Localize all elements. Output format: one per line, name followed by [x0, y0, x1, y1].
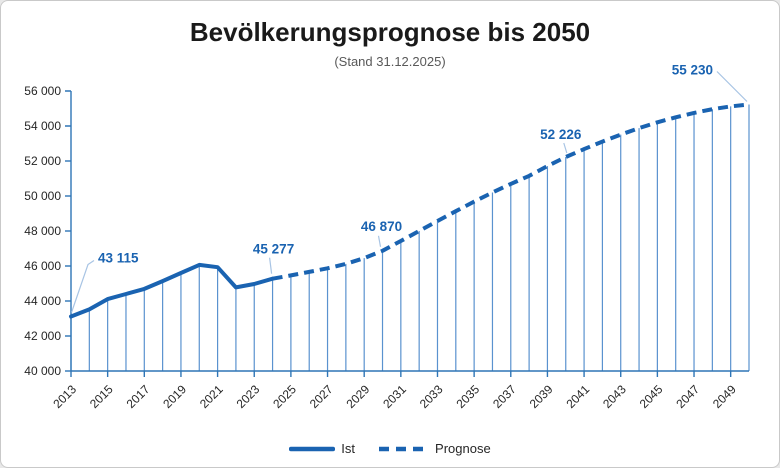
- x-tick-label: 2037: [490, 382, 519, 411]
- callout-leader-2030: [377, 235, 382, 247]
- x-tick-label: 2023: [234, 382, 263, 411]
- x-tick-label: 2021: [197, 382, 226, 411]
- data-label-2050: 55 230: [672, 62, 713, 77]
- x-tick-label: 2043: [600, 382, 629, 411]
- x-tick-label: 2041: [563, 382, 592, 411]
- y-tick-label: 54 000: [24, 119, 61, 133]
- y-tick-label: 46 000: [24, 259, 61, 273]
- drop-lines: [70, 104, 750, 371]
- callout-leader-2013: [70, 260, 95, 313]
- y-tick-label: 44 000: [24, 294, 61, 308]
- x-tick-label: 2015: [87, 382, 116, 411]
- series-line-ist: [69, 262, 275, 319]
- y-tick-label: 50 000: [24, 189, 61, 203]
- y-tick-label: 56 000: [24, 84, 61, 98]
- chart-title: Bevölkerungsprognose bis 2050: [189, 17, 591, 47]
- legend-swatch-solid-line: [289, 446, 336, 451]
- x-tick-label: 2045: [637, 382, 666, 411]
- data-label-2040: 52 226: [540, 127, 582, 142]
- x-tick-label: 2033: [417, 382, 446, 411]
- x-tick-label: 2017: [124, 382, 153, 411]
- x-tick-label: 2027: [307, 382, 336, 411]
- data-label-2024: 45 277: [253, 242, 294, 257]
- y-tick-label: 40 000: [24, 364, 61, 378]
- x-tick-label: 2049: [710, 382, 739, 411]
- data-callouts: 43 115 45 277 46 870 52 226 55 230: [70, 62, 748, 313]
- y-tick-label: 42 000: [24, 329, 61, 343]
- x-tick-label: 2019: [160, 382, 189, 411]
- legend-label-ist: Ist: [341, 441, 356, 456]
- legend-label-prognose: Prognose: [435, 441, 491, 456]
- y-tick-label: 48 000: [24, 224, 61, 238]
- callout-leader-2050: [716, 71, 748, 102]
- x-tick-label: 2031: [380, 382, 409, 411]
- chart-subtitle: (Stand 31.12.2025): [334, 54, 446, 69]
- y-tick-label: 52 000: [24, 154, 61, 168]
- legend-item-prognose: Prognose: [377, 441, 491, 456]
- legend-item-ist: Ist: [289, 441, 355, 456]
- x-tick-label: 2039: [527, 382, 556, 411]
- callout-leader-2024: [269, 257, 273, 274]
- x-tick-label: 2035: [453, 382, 482, 411]
- x-tick-label: 2025: [270, 382, 299, 411]
- x-tick-label: 2029: [344, 382, 373, 411]
- legend: Ist Prognose: [1, 441, 779, 456]
- data-label-2030: 46 870: [361, 219, 402, 234]
- x-tick-label: 2013: [50, 382, 79, 411]
- callout-leader-2040: [563, 142, 568, 154]
- series-line-prognose: [272, 102, 750, 281]
- data-label-2013: 43 115: [98, 250, 139, 265]
- legend-swatch-dashed-line: [379, 446, 428, 451]
- x-tick-label: 2047: [673, 382, 702, 411]
